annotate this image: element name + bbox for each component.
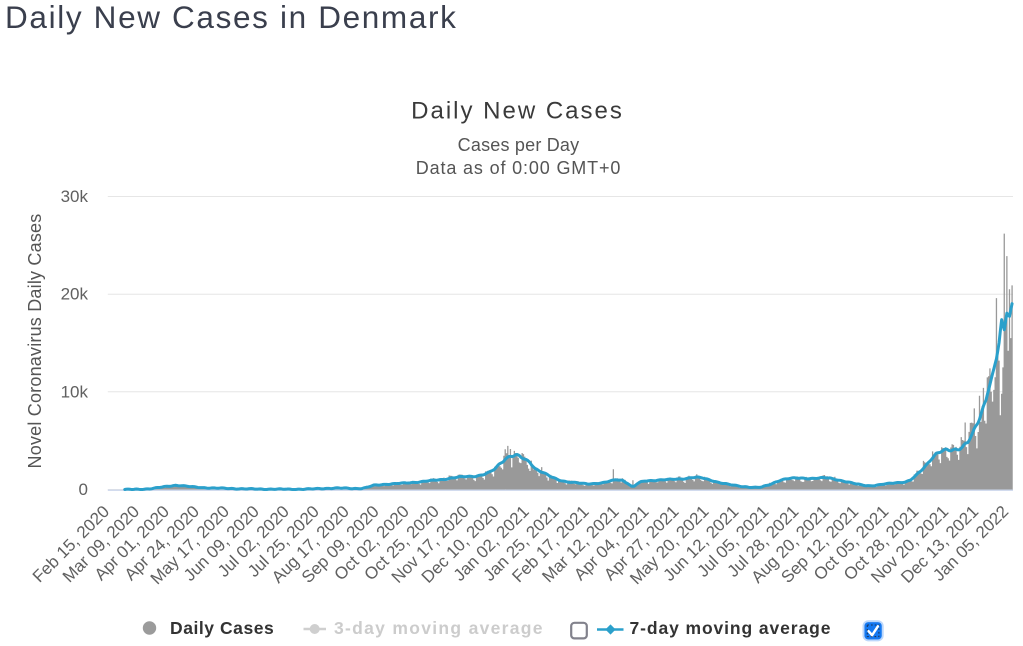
svg-text:7-day moving average: 7-day moving average <box>630 618 832 638</box>
svg-text:Novel Coronavirus Daily Cases: Novel Coronavirus Daily Cases <box>25 214 45 469</box>
svg-text:10k: 10k <box>61 382 89 401</box>
svg-text:Daily Cases: Daily Cases <box>170 618 274 638</box>
svg-text:Daily New Cases: Daily New Cases <box>411 97 624 124</box>
svg-text:0: 0 <box>79 480 88 499</box>
svg-text:Cases per Day: Cases per Day <box>458 135 580 155</box>
svg-text:Data as of 0:00 GMT+0: Data as of 0:00 GMT+0 <box>416 158 621 178</box>
svg-text:3-day moving average: 3-day moving average <box>334 618 544 638</box>
svg-text:30k: 30k <box>61 187 89 206</box>
svg-text:20k: 20k <box>61 285 89 304</box>
